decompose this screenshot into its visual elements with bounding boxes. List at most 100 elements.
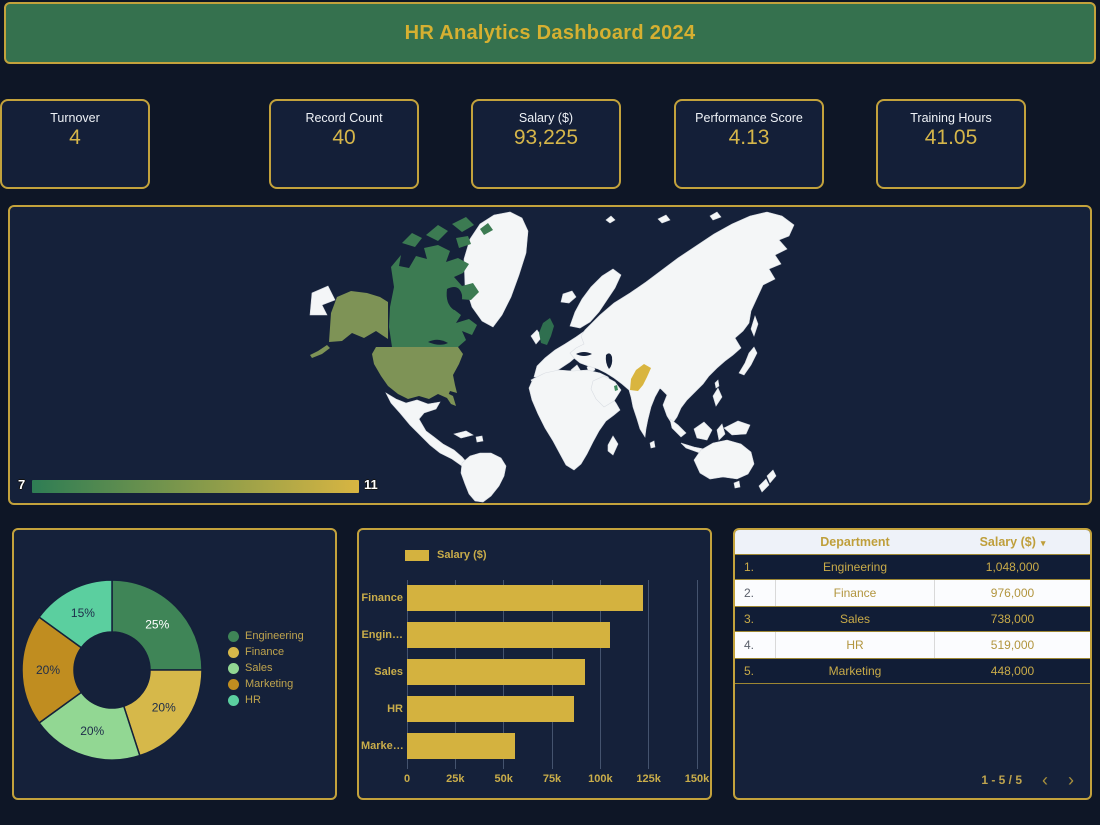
bar-legend[interactable]: Salary ($) <box>405 549 487 561</box>
bar-hr[interactable] <box>407 695 575 722</box>
donut-slice-label: 25% <box>145 618 169 632</box>
x-tick-label: 50k <box>494 773 513 785</box>
legend-swatch <box>228 678 239 690</box>
kpi-label: Performance Score <box>695 111 803 125</box>
gridline <box>648 580 650 769</box>
x-tick-label: 100k <box>588 773 613 785</box>
legend-swatch <box>405 549 429 561</box>
legend-swatch <box>228 630 239 642</box>
donut-slice-finance[interactable] <box>122 669 203 757</box>
donut-slice-hr[interactable] <box>38 579 113 649</box>
world-map-panel: 7 11 <box>8 205 1092 505</box>
header-department[interactable]: Department <box>820 535 890 549</box>
donut-slice-label: 15% <box>71 606 95 620</box>
donut-slice-marketing[interactable] <box>21 616 83 724</box>
country-qatar[interactable] <box>614 385 618 391</box>
salary-cell: 448,000 <box>990 664 1035 678</box>
donut-slice-label: 20% <box>80 724 104 738</box>
country-canada-islands[interactable] <box>452 217 474 232</box>
salary-cell: 976,000 <box>990 586 1035 600</box>
row-index-cell: 2. <box>744 586 755 600</box>
salary-cell: 738,000 <box>990 612 1035 626</box>
country-canada[interactable] <box>389 245 479 347</box>
country-pakistan[interactable] <box>630 364 651 391</box>
country-canada-islands[interactable] <box>402 233 422 247</box>
donut-slice-label: 20% <box>152 701 176 715</box>
bar-marketing[interactable] <box>407 732 516 759</box>
department-cell: HR <box>775 632 935 658</box>
bar-plot-area <box>406 580 698 769</box>
kpi-card-salary: Salary ($) 93,225 <box>471 99 621 189</box>
pagination-next-icon[interactable]: › <box>1068 770 1074 790</box>
country-uk[interactable] <box>539 318 554 345</box>
header-salary[interactable]: Salary ($) ▾ <box>979 535 1046 549</box>
country-canada-islands[interactable] <box>456 236 471 248</box>
country-canada-islands[interactable] <box>426 225 448 241</box>
donut-slice-sales[interactable] <box>38 691 141 761</box>
kpi-label: Record Count <box>305 111 383 125</box>
kpi-value: 41.05 <box>924 126 978 149</box>
salary-cell: 1,048,000 <box>985 560 1040 574</box>
country-usa[interactable] <box>372 347 463 399</box>
country-usa-alaska[interactable] <box>329 291 388 342</box>
legend-item-engineering[interactable]: Engineering <box>228 628 304 644</box>
row-index-cell: 5. <box>744 664 755 678</box>
legend-item-sales[interactable]: Sales <box>228 660 304 676</box>
bar-sales[interactable] <box>407 659 586 685</box>
donut-slice-engineering[interactable] <box>111 579 203 671</box>
salary-bar-panel: Salary ($) 0 25k 50k 75k 100k 125k 150k Finance… <box>357 528 712 800</box>
donut-chart: 25% 20% 20% 20% 15% <box>21 579 203 761</box>
kpi-card-turnover: Turnover 4 <box>0 99 150 189</box>
kpi-value: 4 <box>69 126 81 149</box>
legend-item-hr[interactable]: HR <box>228 692 304 708</box>
x-tick-label: 0 <box>403 773 411 785</box>
table-body: 1. Engineering 1,048,000 2. Finance 976,000 3.… <box>735 554 1090 684</box>
landmass <box>309 211 795 503</box>
x-tick-label: 75k <box>542 773 562 785</box>
department-cell: Marketing <box>828 664 882 678</box>
row-index-cell: 4. <box>744 638 755 652</box>
donut-slice-label: 20% <box>36 663 60 677</box>
map-color-scale <box>32 480 359 493</box>
legend-label: HR <box>245 694 261 706</box>
bar-category-label: Finance <box>361 592 403 605</box>
bar-category-label: Engin… <box>361 629 403 642</box>
legend-label: Salary ($) <box>437 549 487 561</box>
page-title: HR Analytics Dashboard 2024 <box>404 21 696 44</box>
kpi-value: 93,225 <box>513 126 579 149</box>
donut-legend: Engineering Finance Sales Marketing HR <box>228 628 304 708</box>
legend-swatch <box>228 694 239 706</box>
map-scale-max-label: 11 <box>364 477 378 492</box>
department-cell: Engineering <box>822 560 888 574</box>
x-tick-label: 125k <box>636 773 661 785</box>
row-index-cell: 1. <box>744 560 755 574</box>
legend-item-finance[interactable]: Finance <box>228 644 304 660</box>
choropleth-countries <box>310 217 651 406</box>
legend-item-marketing[interactable]: Marketing <box>228 676 304 692</box>
bar-finance[interactable] <box>407 585 643 612</box>
bar-engineering[interactable] <box>407 622 610 649</box>
x-tick-label: 25k <box>446 773 465 785</box>
pagination-label: 1 - 5 / 5 <box>981 773 1022 787</box>
department-donut-panel: 25% 20% 20% 20% 15% Engineering Finance Sales M… <box>12 528 337 800</box>
row-index-cell: 3. <box>744 612 755 626</box>
country-usa-florida[interactable] <box>447 393 456 406</box>
department-cell: Finance <box>775 580 935 606</box>
legend-label: Marketing <box>245 678 294 690</box>
kpi-value: 4.13 <box>728 126 770 149</box>
kpi-value: 40 <box>332 126 356 149</box>
pagination: 1 - 5 / 5 ‹ › <box>981 771 1074 789</box>
table-row: 1. Engineering 1,048,000 <box>735 554 1090 580</box>
kpi-card-training-hours: Training Hours 41.05 <box>876 99 1026 189</box>
gridline <box>696 580 698 769</box>
legend-swatch <box>228 662 239 674</box>
bar-category-label: Sales <box>374 666 403 678</box>
pagination-prev-icon[interactable]: ‹ <box>1042 770 1048 790</box>
country-usa-aleutians[interactable] <box>310 345 330 358</box>
map-scale-min-label: 7 <box>18 477 26 492</box>
country-canada-islands[interactable] <box>480 223 493 235</box>
dashboard-header: HR Analytics Dashboard 2024 <box>4 2 1096 64</box>
legend-label: Engineering <box>245 630 304 642</box>
kpi-label: Training Hours <box>910 111 992 125</box>
